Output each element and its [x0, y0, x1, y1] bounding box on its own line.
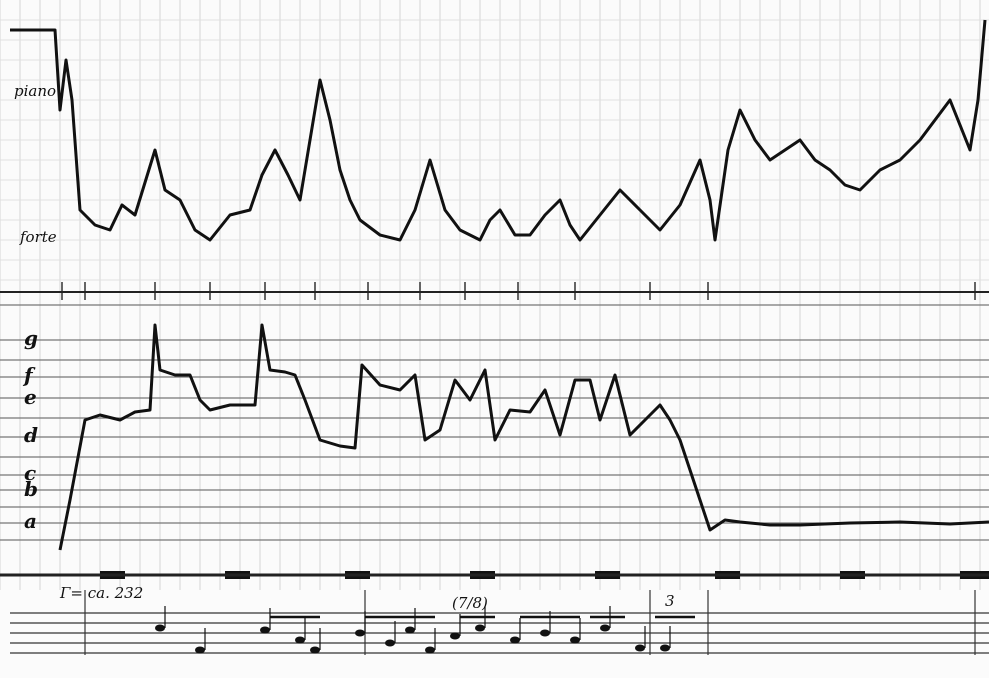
pitch-label: g [24, 326, 38, 350]
note [510, 637, 520, 644]
pitch-label: e [24, 385, 37, 409]
dynamics-label: forte [19, 228, 57, 246]
dynamics-label: piano [14, 82, 56, 100]
tempo-mark: Γ= ca. 232 [59, 584, 143, 602]
tuplet-mark: 3 [665, 592, 675, 610]
note [405, 627, 415, 634]
melograph-page: piano forte g f e d c b a Γ= ca. 232 (7/… [0, 0, 989, 678]
note [385, 640, 395, 647]
note [450, 633, 460, 640]
note [475, 625, 485, 632]
note [355, 630, 365, 637]
pitch-label: a [24, 509, 37, 533]
note [540, 630, 550, 637]
note [260, 627, 270, 634]
note [660, 645, 670, 652]
note [635, 645, 645, 652]
note [570, 637, 580, 644]
note [600, 625, 610, 632]
note [295, 637, 305, 644]
meter-mark: (7/8) [452, 594, 488, 612]
pitch-label: d [24, 423, 38, 447]
note [155, 625, 165, 632]
note [310, 647, 320, 654]
pitch-label: b [24, 477, 38, 501]
note [425, 647, 435, 654]
note [195, 647, 205, 654]
